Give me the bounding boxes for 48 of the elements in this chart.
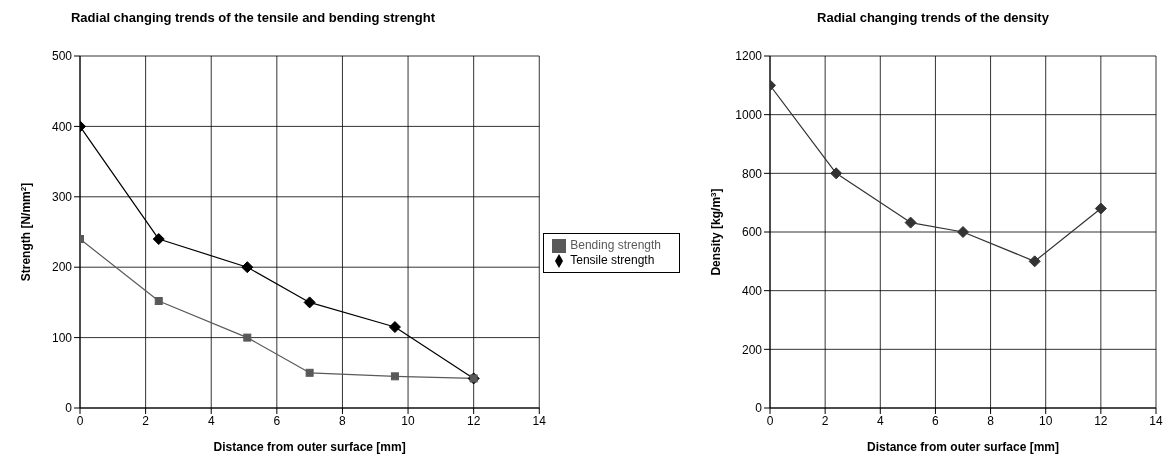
y-tick-label: 800 [741, 166, 763, 181]
x-tick-label: 10 [401, 413, 416, 428]
x-tick-label: 14 [532, 413, 547, 428]
point [1028, 255, 1041, 268]
y-tick-label: 100 [51, 330, 73, 345]
x-tick-label: 0 [766, 413, 774, 428]
point [830, 167, 843, 180]
y-tick-label: 400 [51, 119, 73, 134]
y-tick-label: 200 [741, 342, 763, 357]
point [1094, 202, 1107, 215]
legend-label: Bending strength [570, 238, 661, 253]
x-tick-label: 10 [1039, 413, 1053, 428]
x-tick-label: 8 [987, 413, 995, 428]
point [152, 233, 165, 246]
y-tick-label: 600 [741, 225, 763, 240]
y-tick-label: 400 [741, 283, 763, 298]
point [303, 296, 316, 309]
x-tick-label: 4 [876, 413, 884, 428]
point [390, 372, 399, 381]
point [243, 333, 252, 342]
x-tick-label: 8 [339, 413, 347, 428]
point [957, 226, 969, 238]
y-tick-label: 1200 [735, 49, 763, 64]
y-tick-label: 1000 [735, 107, 763, 122]
x-tick-label: 14 [1149, 413, 1163, 428]
point [241, 261, 254, 274]
x-tick-label: 2 [821, 413, 829, 428]
point [904, 216, 917, 229]
x-tick-label: 12 [1094, 413, 1108, 428]
point [388, 321, 401, 334]
x-tick-label: 4 [207, 413, 215, 428]
y-tick-label: 500 [51, 49, 73, 64]
x-tick-label: 2 [142, 413, 150, 428]
point [154, 296, 163, 305]
x-tick-label: 6 [932, 413, 940, 428]
x-axis-title: Distance from outer surface [mm] [213, 440, 406, 454]
x-axis-title: Distance from outer surface [mm] [866, 440, 1060, 454]
x-tick-label: 12 [466, 413, 481, 428]
x-tick-label: 6 [273, 413, 281, 428]
y-tick-label: 0 [65, 401, 73, 416]
chart-title: Radial changing trends of the tensile and bending strenght [70, 9, 436, 27]
point [305, 368, 314, 377]
y-tick-label: 300 [51, 190, 73, 205]
chart-title: Radial changing trends of the density [816, 9, 1050, 27]
y-tick-label: 200 [51, 260, 73, 275]
y-tick-label: 0 [755, 401, 763, 416]
x-tick-label: 0 [76, 413, 84, 428]
legend-label: Tensile strength [570, 253, 655, 267]
